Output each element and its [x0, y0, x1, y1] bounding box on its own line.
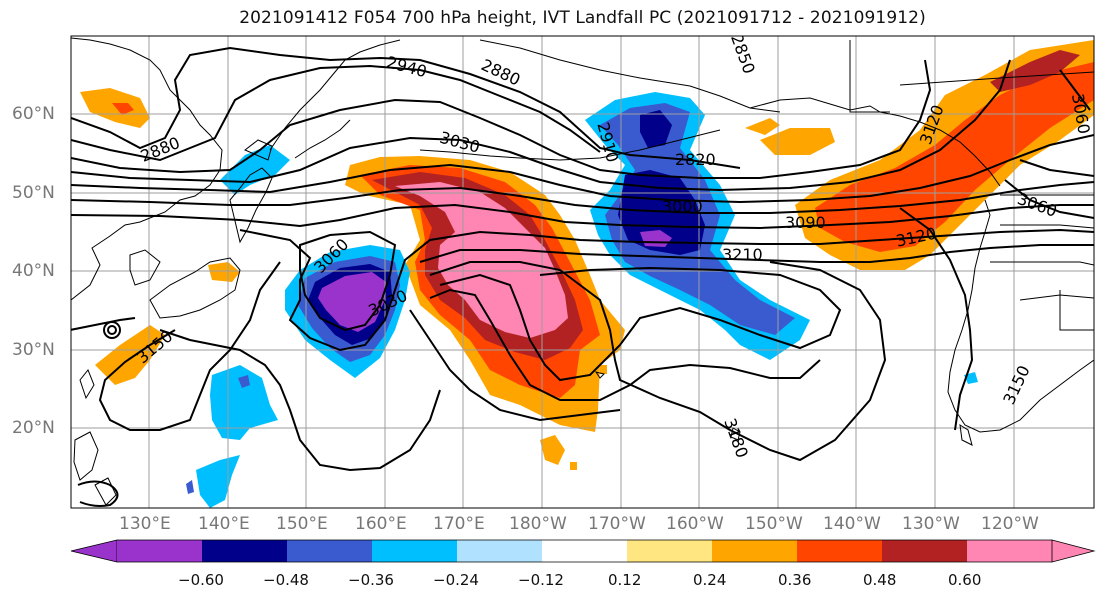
negative-anomaly-west-pacific	[285, 245, 410, 378]
colorbar	[70, 539, 1096, 563]
contour-label: 2820	[675, 150, 716, 169]
longitude-label: 120°W	[981, 514, 1039, 534]
colorbar-tick-label: 0.48	[863, 571, 897, 589]
colorbar-tick-label: −0.24	[433, 571, 479, 589]
longitude-label: 160°E	[355, 514, 407, 534]
colorbar-tick-label: −0.12	[518, 571, 564, 589]
colorbar-segment	[117, 540, 202, 562]
colorbar-tick-label: 0.36	[778, 571, 812, 589]
longitude-label: 140°E	[198, 514, 250, 534]
contour-label: 3000	[662, 197, 703, 216]
negative-anomaly-north-pacific	[585, 92, 810, 360]
latitude-label: 50°N	[12, 183, 55, 203]
latitude-label: 40°N	[12, 261, 55, 281]
colorbar-segment	[712, 540, 797, 562]
positive-anomaly-northeast-pacific	[745, 40, 1094, 270]
colorbar-segment	[457, 540, 542, 562]
coastlines	[71, 37, 1094, 506]
contour-label: 3090	[785, 213, 826, 232]
longitude-label: 140°W	[823, 514, 881, 534]
latitude-label: 30°N	[12, 340, 55, 360]
map-frame	[70, 35, 1095, 509]
height-contours	[71, 46, 1094, 507]
colorbar-tick-label: 0.24	[693, 571, 727, 589]
longitude-label: 170°E	[433, 514, 485, 534]
colorbar-tick-label: −0.60	[178, 571, 224, 589]
colorbar-segment	[542, 540, 627, 562]
contour-label: 3210	[722, 245, 763, 264]
colorbar-segment-min	[70, 539, 118, 563]
colorbar-tick-label: 0.60	[948, 571, 982, 589]
latitude-label: 20°N	[12, 418, 55, 438]
colorbar-segment-max	[1051, 539, 1096, 563]
colorbar-segment	[967, 540, 1052, 562]
colorbar-tick-label: 0.12	[608, 571, 642, 589]
colorbar-segment	[797, 540, 882, 562]
colorbar-tick-label: −0.48	[263, 571, 309, 589]
colorbar-segment	[287, 540, 372, 562]
longitude-label: 150°W	[745, 514, 803, 534]
positive-anomaly-small-patches	[80, 88, 607, 470]
longitude-label: 130°W	[902, 514, 960, 534]
colorbar-segment	[882, 540, 967, 562]
longitude-label: 180°W	[509, 514, 567, 534]
longitude-label: 150°E	[276, 514, 328, 534]
latitude-label: 60°N	[12, 104, 55, 124]
positive-anomaly-central-pacific	[345, 156, 625, 432]
colorbar-segment	[202, 540, 287, 562]
colorbar-tick-label: −0.36	[348, 571, 394, 589]
colorbar-segment	[627, 540, 712, 562]
map-title: 2021091412 F054 700 hPa height, IVT Land…	[239, 8, 926, 28]
longitude-label: 160°W	[666, 514, 724, 534]
longitude-label: 130°E	[119, 514, 171, 534]
longitude-label: 170°W	[588, 514, 646, 534]
colorbar-segment	[372, 540, 457, 562]
